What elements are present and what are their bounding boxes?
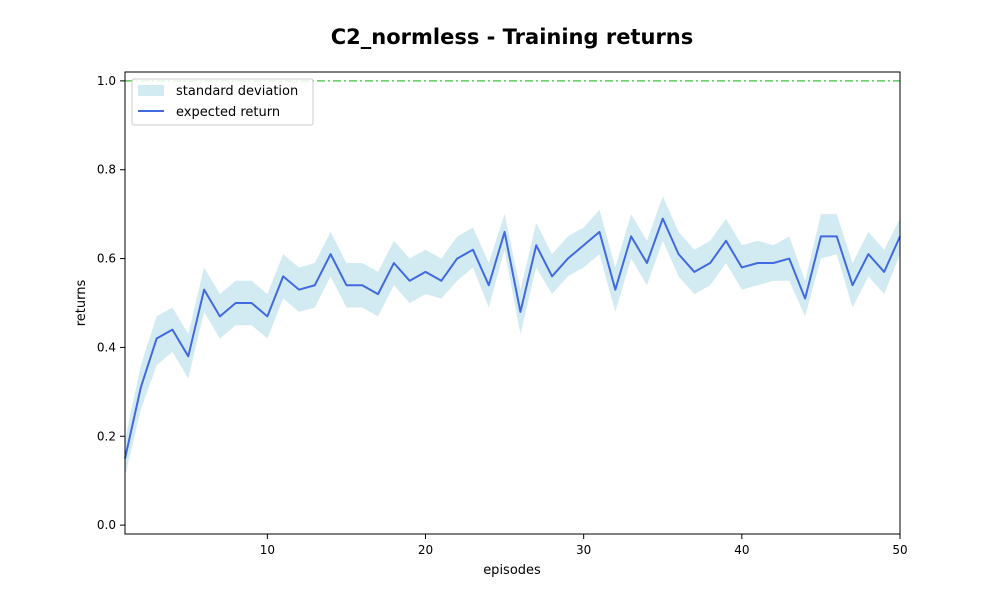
y-tick-label: 0.4 [97, 340, 116, 354]
axes-ticks: 10 20 30 40 50 0.0 0.2 0.4 0.6 0.8 1.0 [97, 74, 908, 557]
y-tick-label: 1.0 [97, 74, 116, 88]
x-tick-label: 40 [734, 543, 749, 557]
x-tick-label: 50 [892, 543, 907, 557]
y-tick-label: 0.2 [97, 429, 116, 443]
plot-area [124, 80, 901, 477]
x-tick-label: 20 [418, 543, 433, 557]
x-tick-label: 10 [260, 543, 275, 557]
y-tick-label: 0.6 [97, 252, 116, 266]
x-axis-label: episodes [483, 563, 541, 578]
x-tick-label: 30 [576, 543, 591, 557]
std-band [125, 196, 900, 477]
y-axis-label: returns [74, 280, 89, 327]
plot-frame [124, 71, 901, 535]
legend: standard deviation expected return [131, 78, 314, 126]
y-tick-label: 0.8 [97, 163, 116, 177]
chart-title: C2_normless - Training returns [331, 25, 694, 49]
y-tick-label: 0.0 [97, 518, 116, 532]
mean-line [124, 217, 901, 459]
legend-std-swatch [138, 85, 164, 96]
legend-box [131, 78, 314, 126]
legend-label-std: standard deviation [176, 84, 298, 99]
legend-label-mean: expected return [176, 105, 280, 120]
